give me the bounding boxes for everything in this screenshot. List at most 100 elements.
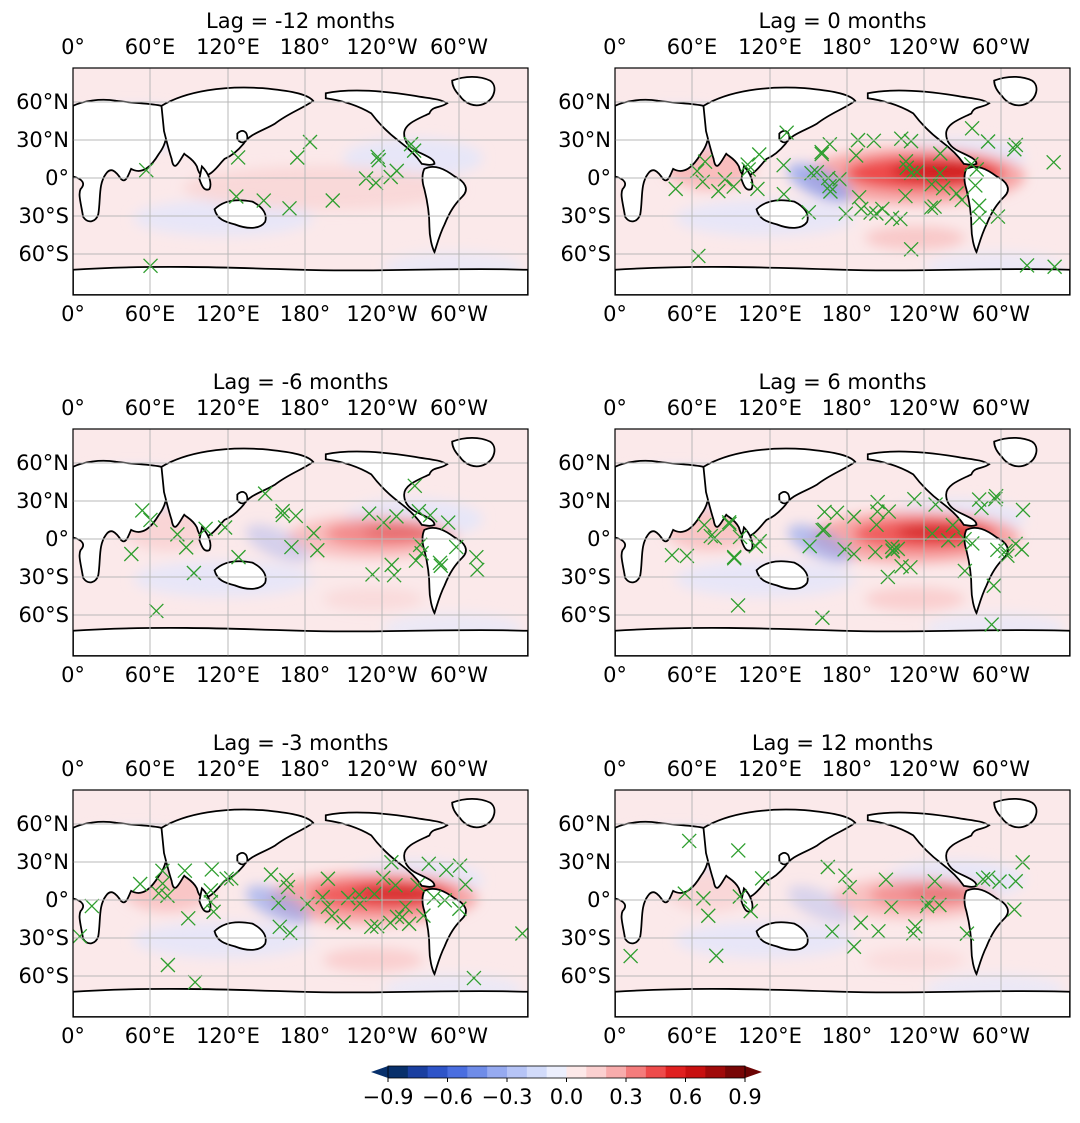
lon-tick-label-bottom: 180°: [822, 302, 873, 326]
panels-layer: Lag = -12 months 0° 0° 60°E 60°E 120°E 120°E 18…: [16, 9, 1071, 1048]
map-panel: Lag = 0 months 0° 0° 60°E 60°E 120°E 120°E 180°…: [558, 9, 1071, 326]
lat-tick-label: 30°N: [16, 850, 69, 874]
significance-hatching: [138, 134, 422, 274]
map-panel: Lag = 6 months 0° 0° 60°E 60°E 120°E 120°E 180°…: [558, 370, 1071, 687]
lon-tick-label-bottom: 120°E: [738, 1024, 802, 1048]
lat-tick-label: 0°: [587, 166, 611, 190]
panel-title: Lag = 6 months: [759, 370, 927, 394]
panel-title: Lag = -3 months: [213, 731, 389, 755]
lon-tick-label-bottom: 180°: [280, 302, 331, 326]
lon-tick-label-top: 60°E: [667, 757, 718, 781]
lon-tick-label-bottom: 0°: [61, 302, 85, 326]
map-frame: [614, 789, 1071, 1018]
significance-hatching: [123, 478, 485, 619]
gridlines: [615, 429, 1070, 656]
lon-tick-label-bottom: 0°: [603, 302, 627, 326]
colorbar-segment: [487, 1066, 508, 1078]
colorbar-segment: [546, 1066, 567, 1078]
lat-tick-label: 60°S: [18, 242, 69, 266]
lon-tick-label-bottom: 180°: [280, 1024, 331, 1048]
lon-tick-label-top: 120°W: [346, 35, 418, 59]
lon-tick-label-top: 60°W: [972, 396, 1030, 420]
colorbar-segment: [566, 1066, 587, 1078]
lat-tick-label: 0°: [45, 888, 69, 912]
lon-tick-label-bottom: 180°: [280, 663, 331, 687]
colorbar-segment: [685, 1066, 706, 1078]
lon-tick-label-bottom: 120°W: [888, 663, 960, 687]
map-panel: Lag = -3 months 0° 0° 60°E 60°E 120°E 120°E 180…: [16, 731, 529, 1048]
panel-title: Lag = -6 months: [213, 370, 389, 394]
lat-tick-label: 60°N: [16, 451, 69, 475]
colorbar-segment: [447, 1066, 468, 1078]
colorbar-extend-low: [371, 1066, 388, 1078]
colorbar-tick-label: −0.9: [363, 1085, 414, 1109]
lon-tick-label-top: 120°E: [738, 396, 802, 420]
colorbar-segment: [626, 1066, 647, 1078]
lon-tick-label-top: 60°W: [430, 35, 488, 59]
lat-tick-label: 30°S: [18, 565, 69, 589]
colorbar-tick-label: 0.6: [669, 1085, 702, 1109]
colorbar-tick-label: 0.9: [728, 1085, 761, 1109]
lat-tick-label: 0°: [587, 527, 611, 551]
map-frame: [614, 428, 1071, 657]
lon-tick-label-top: 60°E: [667, 35, 718, 59]
lat-tick-label: 60°N: [558, 451, 611, 475]
lon-tick-label-top: 0°: [61, 35, 85, 59]
panel-title: Lag = 0 months: [759, 9, 927, 33]
colorbar-segment: [467, 1066, 488, 1078]
lon-tick-label-top: 0°: [603, 757, 627, 781]
colorbar-extend-high: [745, 1066, 762, 1078]
gridlines: [615, 68, 1070, 295]
map-frame: [72, 428, 529, 657]
lon-tick-label-top: 120°E: [738, 35, 802, 59]
lon-tick-label-bottom: 60°W: [972, 1024, 1030, 1048]
lon-tick-label-bottom: 60°W: [972, 663, 1030, 687]
lon-tick-label-top: 120°E: [738, 757, 802, 781]
map-frame: [72, 67, 529, 296]
lon-tick-label-bottom: 120°W: [346, 663, 418, 687]
lon-tick-label-top: 180°: [280, 757, 331, 781]
lat-tick-label: 30°S: [18, 926, 69, 950]
colorbar-segment: [705, 1066, 726, 1078]
lat-tick-label: 30°S: [560, 565, 611, 589]
lon-tick-label-top: 0°: [603, 396, 627, 420]
lon-tick-label-bottom: 60°W: [972, 302, 1030, 326]
colorbar-tick-label: 0.0: [550, 1085, 583, 1109]
colorbar: −0.9 −0.6 −0.3 0.0 0.3 0.6 0.9: [363, 1065, 762, 1109]
lon-tick-label-bottom: 60°E: [125, 663, 176, 687]
lon-tick-label-top: 0°: [603, 35, 627, 59]
gridlines: [73, 68, 528, 295]
lon-tick-label-bottom: 0°: [61, 663, 85, 687]
lon-tick-label-top: 180°: [280, 396, 331, 420]
lon-tick-label-top: 180°: [822, 757, 873, 781]
lon-tick-label-bottom: 60°W: [430, 1024, 488, 1048]
lat-tick-label: 60°N: [558, 812, 611, 836]
lon-tick-label-top: 120°W: [888, 396, 960, 420]
map-panel: Lag = -6 months 0° 0° 60°E 60°E 120°E 120°E 180…: [16, 370, 529, 687]
lon-tick-label-bottom: 0°: [603, 1024, 627, 1048]
lat-tick-label: 30°S: [560, 204, 611, 228]
lon-tick-label-top: 120°E: [196, 396, 260, 420]
colorbar-segment: [606, 1066, 627, 1078]
panel-title: Lag = 12 months: [752, 731, 933, 755]
lat-tick-label: 30°N: [558, 128, 611, 152]
colorbar-segment: [427, 1066, 448, 1078]
lat-tick-label: 0°: [587, 888, 611, 912]
lat-tick-label: 30°S: [560, 926, 611, 950]
lat-tick-label: 30°N: [558, 489, 611, 513]
lon-tick-label-bottom: 120°W: [346, 302, 418, 326]
significance-hatching: [73, 854, 528, 990]
lon-tick-label-top: 60°E: [125, 35, 176, 59]
colorbar-tick-label: 0.3: [609, 1085, 642, 1109]
lon-tick-label-bottom: 120°W: [888, 302, 960, 326]
lon-tick-label-bottom: 180°: [822, 1024, 873, 1048]
lon-tick-label-bottom: 60°E: [667, 1024, 718, 1048]
lat-tick-label: 0°: [45, 166, 69, 190]
map-panel: Lag = -12 months 0° 0° 60°E 60°E 120°E 120°E 18…: [16, 9, 529, 326]
colorbar-segment: [388, 1066, 409, 1078]
lat-tick-label: 30°N: [16, 128, 69, 152]
colorbar-tick-label: −0.6: [422, 1085, 473, 1109]
lon-tick-label-bottom: 60°W: [430, 663, 488, 687]
map-frame: [72, 789, 529, 1018]
lat-tick-label: 60°N: [16, 812, 69, 836]
